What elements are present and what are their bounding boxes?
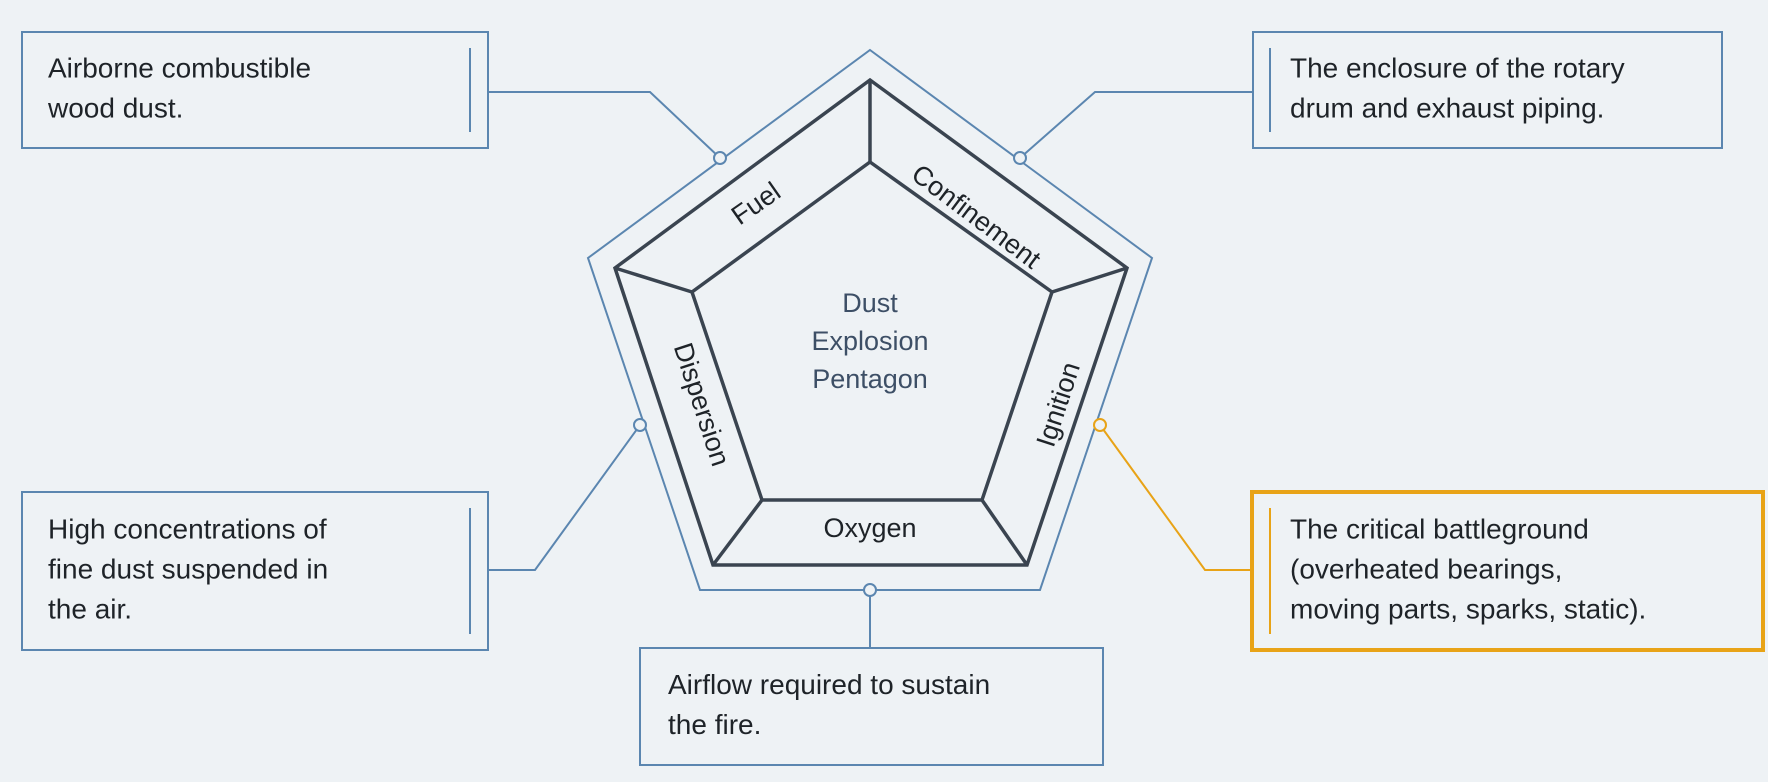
connector (488, 91, 721, 159)
divider (711, 498, 764, 567)
callout-text: High concentrations of (48, 513, 327, 544)
callout: Airflow required to sustain the fire. (639, 583, 1104, 766)
divider (1051, 266, 1128, 294)
connector-dot (713, 151, 727, 165)
callout-text: (overheated bearings, (1290, 553, 1562, 584)
connector (1019, 91, 1253, 159)
callout-box (1252, 31, 1723, 149)
divider (614, 266, 693, 294)
segment-label: Oxygen (823, 513, 916, 543)
center-title: Pentagon (812, 364, 928, 394)
callout-text: Airborne combustible (48, 52, 311, 83)
callout-box (21, 491, 489, 651)
callout-text: the air. (48, 593, 132, 624)
center-title: Explosion (811, 326, 928, 356)
callout-text: fine dust suspended in (48, 553, 328, 584)
center-title: Dust (842, 288, 898, 318)
callout-text: The critical battleground (1290, 513, 1589, 544)
callout-text: drum and exhaust piping. (1290, 92, 1604, 123)
connector (1099, 424, 1252, 571)
pentagon-outer-ring (612, 77, 1130, 567)
callout-text: wood dust. (47, 92, 183, 123)
connector-dot (1013, 151, 1027, 165)
callout: Airborne combustible wood dust. (21, 31, 727, 165)
callout: High concentrations of fine dust suspende… (21, 418, 647, 651)
callout-text: moving parts, sparks, static). (1290, 593, 1646, 624)
callout-box (1250, 490, 1765, 652)
callout: The enclosure of the rotary drum and exha… (1013, 31, 1723, 165)
pentagon-inner-ring (689, 159, 1055, 502)
segment-dividers (614, 80, 1128, 567)
connector-dot (1093, 418, 1107, 432)
connector-dot (863, 583, 877, 597)
callout-text: The enclosure of the rotary (1290, 52, 1625, 83)
connector (488, 424, 641, 571)
callout-text: the fire. (668, 709, 761, 740)
callout-box (21, 31, 489, 149)
connector-dot (633, 418, 647, 432)
callout: The critical battleground (overheated bea… (1093, 418, 1765, 652)
callout-text: Airflow required to sustain (668, 669, 990, 700)
divider (980, 499, 1029, 566)
callout-box (639, 647, 1104, 766)
